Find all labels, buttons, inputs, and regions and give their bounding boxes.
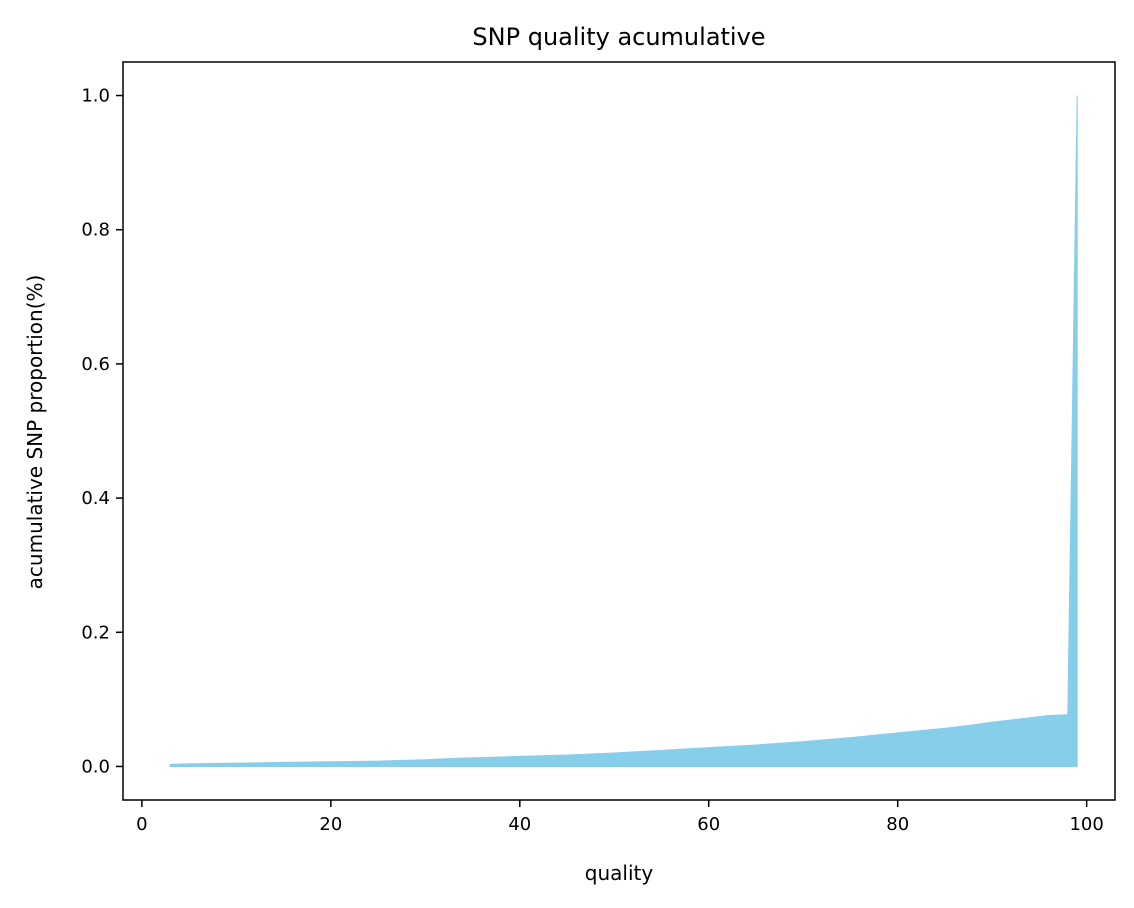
y-tick-label: 0.8 <box>81 220 110 241</box>
x-axis-label: quality <box>585 861 654 885</box>
plot-area <box>169 95 1078 767</box>
y-tick-label: 0.6 <box>81 354 110 375</box>
x-tick-label: 40 <box>508 814 531 835</box>
y-tick-label: 0.2 <box>81 622 110 643</box>
x-tick-label: 100 <box>1069 814 1103 835</box>
area-series-0 <box>169 95 1078 767</box>
x-axis: 0 20 40 60 80 100 <box>136 800 1104 835</box>
y-tick-label: 1.0 <box>81 86 110 107</box>
chart-title: SNP quality acumulative <box>472 23 765 51</box>
x-tick-label: 20 <box>319 814 342 835</box>
x-tick-label: 0 <box>136 814 147 835</box>
x-tick-label: 60 <box>697 814 720 835</box>
y-axis-label: acumulative SNP proportion(%) <box>23 275 47 590</box>
x-tick-label: 80 <box>886 814 909 835</box>
plot-frame <box>122 61 1116 801</box>
y-tick-label: 0.4 <box>81 488 110 509</box>
y-axis: 0.0 0.2 0.4 0.6 0.8 1.0 <box>81 86 123 777</box>
y-tick-label: 0.0 <box>81 756 110 777</box>
